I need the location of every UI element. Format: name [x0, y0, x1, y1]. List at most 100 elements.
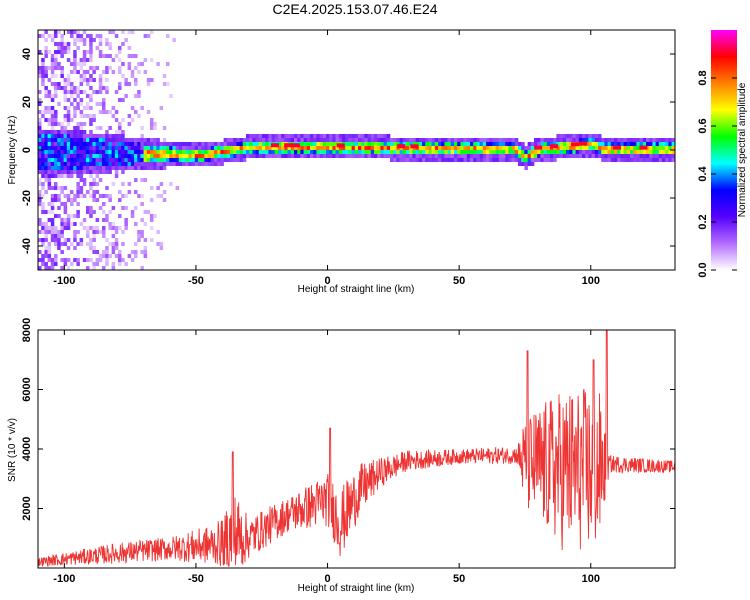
spectrogram-cell [524, 150, 528, 154]
spectrogram-cell [550, 150, 554, 154]
spectrogram-cell [63, 98, 68, 102]
spectrogram-cell [105, 218, 109, 222]
spectrogram-cell [230, 142, 234, 146]
spectrogram-cell [620, 138, 624, 142]
spectrogram-cell [329, 134, 333, 138]
spectrogram-cell [76, 70, 80, 74]
snr-y-tick-label: 6000 [21, 377, 33, 401]
spectrogram-cell [38, 182, 42, 186]
spectrogram-cell [498, 138, 503, 142]
spectrogram-cell [89, 94, 93, 98]
spectrogram-cell [60, 146, 64, 150]
spectrogram-cell [54, 166, 58, 170]
spectrogram-cell [431, 158, 436, 162]
spectrogram-cell [105, 78, 109, 82]
spectrogram-cell [105, 86, 109, 90]
spectrogram-cell [50, 74, 55, 78]
spectrogram-cell [582, 146, 586, 150]
spectrogram-cell [50, 222, 55, 226]
spectrogram-cell [377, 150, 381, 154]
spectrogram-cell [399, 154, 404, 158]
spectrogram-cell [569, 134, 573, 138]
snr-x-tick-label: 0 [324, 573, 330, 585]
spectrogram-cell [278, 138, 282, 142]
spectrogram-cell [86, 266, 90, 270]
spectrogram-cell [482, 150, 487, 154]
spectrogram-cell [457, 138, 461, 142]
spectrogram-cell [562, 138, 567, 142]
spectrogram-cell [658, 150, 663, 154]
spectrogram-cell [521, 162, 525, 166]
spectrogram-cell [150, 78, 154, 82]
spectrogram-cell [130, 258, 135, 262]
spectrogram-cell [358, 154, 362, 158]
spectrogram-cell [86, 170, 90, 174]
spectrogram-cell [284, 134, 288, 138]
spectrogram-cell [207, 158, 212, 162]
spectrogram-cell [559, 154, 564, 158]
spectrogram-cell [44, 146, 48, 150]
spectrogram-cell [470, 146, 474, 150]
spectrogram-cell [162, 138, 167, 142]
spectrogram-cell [508, 142, 512, 146]
spectrogram-cell [60, 234, 64, 238]
spectrogram-cell [281, 138, 285, 142]
spectrogram-cell [63, 150, 68, 154]
spectrogram-cell [665, 138, 669, 142]
spectrogram-cell [220, 150, 224, 154]
spectrogram-cell [428, 146, 432, 150]
spectrogram-cell [121, 74, 125, 78]
spectrogram-cell [434, 142, 439, 146]
spectrogram-cell [367, 134, 372, 138]
spectrogram-cell [86, 150, 90, 154]
spectrogram-cell [316, 150, 320, 154]
spectrogram-cell [121, 142, 125, 146]
spectrogram-cell [454, 154, 458, 158]
spectrogram-cell [108, 150, 112, 154]
spectrogram-cell [60, 186, 64, 190]
spectrogram-cell [114, 54, 119, 58]
spectrogram-cell [121, 62, 125, 66]
spectrogram-cell [124, 262, 128, 266]
spectrogram-cell [76, 134, 80, 138]
spectrogram-cell [143, 222, 148, 226]
spectrogram-cell [521, 150, 525, 154]
spectrogram-cell [476, 154, 480, 158]
spectrogram-cell [422, 154, 426, 158]
spectrogram-cell [479, 154, 484, 158]
spectrogram-cell [57, 158, 61, 162]
spectrogram-cell [370, 134, 375, 138]
spectrogram-cell [153, 158, 157, 162]
spectrogram-cell [76, 94, 80, 98]
spectrogram-cell [105, 246, 109, 250]
spectrogram-cell [108, 194, 112, 198]
spectrogram-cell [38, 158, 42, 162]
spectrogram-cell [73, 98, 77, 102]
spectrogram-cell [169, 146, 173, 150]
spectrogram-cell [79, 34, 84, 38]
spectrogram-cell [188, 154, 192, 158]
spectrogram-cell [556, 134, 560, 138]
spectrogram-cell [82, 58, 87, 62]
spectrogram-cell [236, 142, 240, 146]
spectrogram-cell [290, 138, 295, 142]
spectrogram-cell [70, 30, 74, 34]
spectrogram-cell [79, 78, 84, 82]
spectrogram-cell [220, 162, 224, 166]
spectrogram-cell [425, 142, 429, 146]
spectrogram-cell [342, 146, 346, 150]
spectrogram-cell [111, 262, 116, 266]
spectrogram-cell [630, 142, 634, 146]
spectrogram-cell [70, 90, 74, 94]
spectrogram-cell [588, 150, 592, 154]
spectrogram-cell [466, 142, 471, 146]
spectrogram-cell [98, 74, 103, 78]
spectrogram-cell [550, 158, 554, 162]
spectrogram-cell [636, 150, 640, 154]
spectrogram-cell [108, 226, 112, 230]
spectrogram-cell [41, 194, 45, 198]
spectrogram-cell [118, 46, 122, 50]
spectrogram-cell [79, 154, 84, 158]
spectrogram-cell [108, 66, 112, 70]
spectrogram-cell [98, 54, 103, 58]
